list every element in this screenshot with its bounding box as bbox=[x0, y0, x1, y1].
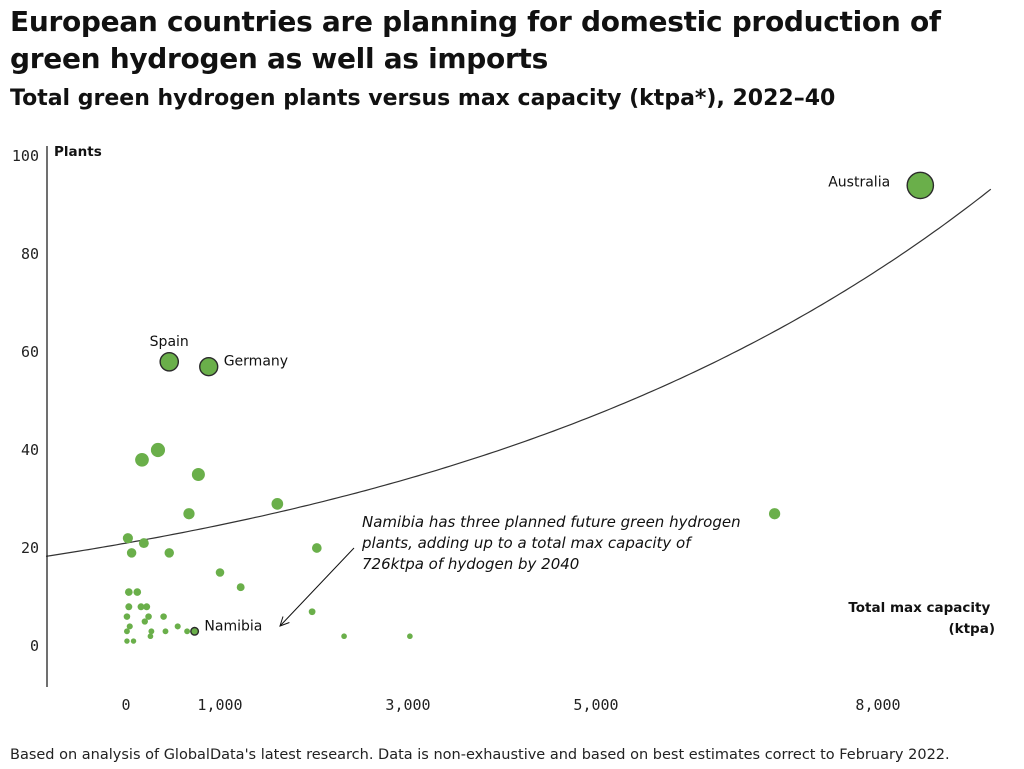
y-tick-labels: 0 20 40 60 80 100 bbox=[12, 147, 39, 655]
point-label-germany: Germany bbox=[224, 354, 288, 370]
data-point bbox=[183, 508, 195, 520]
point-spain bbox=[159, 351, 180, 372]
data-point bbox=[133, 588, 142, 596]
y-tick-label: 80 bbox=[21, 245, 39, 263]
data-point bbox=[124, 638, 130, 644]
y-axis-title: Plants bbox=[54, 144, 102, 160]
y-tick-label: 0 bbox=[30, 637, 39, 655]
x-axis-title-line-1: Total max capacity bbox=[848, 600, 990, 616]
data-point bbox=[138, 538, 149, 549]
data-point bbox=[768, 508, 781, 520]
x-tick-label: 3,000 bbox=[385, 696, 430, 714]
point-germany bbox=[199, 357, 219, 377]
x-axis-title: Total max capacity (ktpa) bbox=[848, 600, 995, 637]
data-point bbox=[191, 467, 205, 482]
point-label-australia: Australia bbox=[828, 174, 890, 190]
data-point bbox=[143, 603, 151, 611]
footnote: Based on analysis of GlobalData's latest… bbox=[10, 747, 950, 763]
x-tick-label: 0 bbox=[121, 696, 130, 714]
data-point bbox=[135, 452, 149, 467]
data-point bbox=[236, 583, 245, 592]
x-tick-labels: 0 1,000 3,000 5,000 8,000 bbox=[121, 696, 900, 714]
x-tick-label: 1,000 bbox=[197, 696, 242, 714]
point-label-namibia: Namibia bbox=[204, 618, 262, 634]
data-point bbox=[308, 608, 316, 616]
data-point bbox=[174, 623, 181, 630]
data-point bbox=[137, 603, 145, 611]
chart-subtitle: Total green hydrogen plants versus max c… bbox=[10, 86, 836, 111]
data-point bbox=[126, 623, 133, 630]
y-tick-label: 60 bbox=[21, 343, 39, 361]
data-point bbox=[160, 613, 167, 620]
data-point bbox=[184, 628, 191, 635]
annotation-arrow-line bbox=[279, 547, 355, 627]
data-point bbox=[124, 628, 130, 635]
annotation-line: plants, adding up to a total max capacit… bbox=[361, 534, 693, 552]
data-point bbox=[148, 628, 155, 635]
x-tick-label: 8,000 bbox=[855, 696, 900, 714]
y-tick-label: 20 bbox=[21, 539, 39, 557]
data-point bbox=[130, 638, 137, 644]
data-points bbox=[122, 171, 935, 644]
data-point bbox=[164, 548, 174, 558]
annotation-text: Namibia has three planned future green h… bbox=[361, 513, 741, 573]
data-point bbox=[141, 618, 148, 625]
scatter-chart: 0 20 40 60 80 100 0 1,000 3,000 5,000 8,000 Plant… bbox=[12, 144, 995, 714]
data-point bbox=[122, 533, 133, 544]
data-point bbox=[124, 588, 133, 596]
trendline-layer bbox=[46, 188, 992, 557]
data-point bbox=[125, 603, 133, 611]
point-namibia bbox=[190, 626, 200, 636]
x-axis-title-line-2: (ktpa) bbox=[948, 621, 995, 637]
annotation-line: 726ktpa of hydogen by 2040 bbox=[362, 555, 579, 573]
data-point bbox=[341, 633, 347, 640]
annotation-arrow-head bbox=[279, 616, 290, 627]
trendline bbox=[46, 188, 992, 557]
annotation-line: Namibia has three planned future green h… bbox=[362, 513, 741, 531]
x-tick-label: 5,000 bbox=[573, 696, 618, 714]
data-point bbox=[215, 568, 225, 577]
point-labels: Australia Spain Germany Namibia bbox=[150, 174, 890, 634]
y-tick-label: 100 bbox=[12, 147, 39, 165]
data-point bbox=[147, 633, 154, 640]
data-point bbox=[150, 442, 166, 458]
chart-title: European countries are planning for dome… bbox=[10, 5, 941, 75]
data-point bbox=[407, 633, 413, 640]
data-point bbox=[145, 613, 152, 620]
point-australia bbox=[906, 171, 935, 200]
data-point bbox=[126, 548, 137, 558]
point-label-spain: Spain bbox=[150, 334, 189, 350]
annotation: Namibia has three planned future green h… bbox=[279, 513, 741, 627]
data-point bbox=[162, 628, 169, 635]
data-point bbox=[311, 543, 322, 553]
data-point bbox=[123, 613, 131, 620]
y-tick-label: 40 bbox=[21, 441, 39, 459]
data-point bbox=[271, 498, 284, 510]
